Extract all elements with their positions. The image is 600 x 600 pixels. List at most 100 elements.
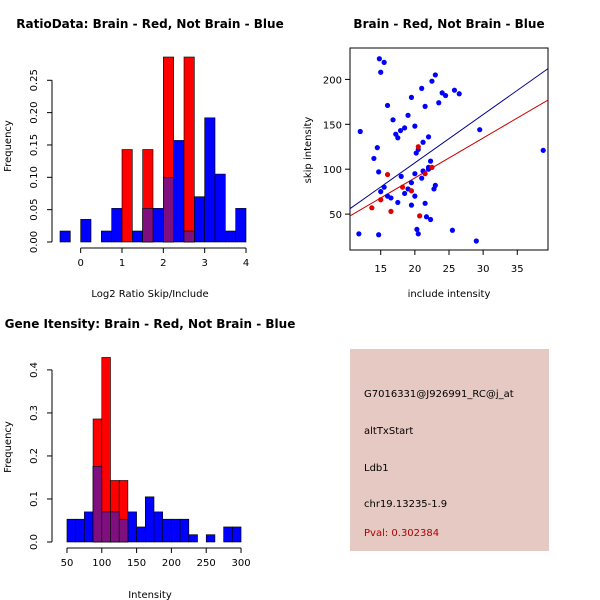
gene-blue-bar [153,511,164,543]
scatter-point-not-brain [378,189,384,195]
scatter-point-not-brain [395,135,401,141]
scatter-point-not-brain [412,171,418,177]
gene-x-tick-label: 150 [127,558,146,569]
scatter-points [356,56,546,244]
ratio-y-tick-label: 0.25 [29,69,40,91]
scatter-point-not-brain [381,184,387,190]
gene-histogram-ylabel: Frequency [3,421,14,473]
scatter-x-tick-label: 25 [443,264,456,275]
ratio-y-tick-label: 0.00 [29,231,40,253]
scatter-x-tick-label: 15 [374,264,387,275]
ratio-blue-bar [173,140,185,243]
gene-blue-bar [127,511,137,543]
scatter-x-tick-label: 20 [408,264,421,275]
scatter-fit-line [349,99,549,217]
scatter-y-tick-label: 150 [323,120,342,131]
gene-blue-bar [223,526,233,543]
scatter-point-not-brain [398,173,404,179]
scatter-point-not-brain [405,112,411,118]
scatter-point-not-brain [442,92,449,99]
ratio-histogram-axes: 0 1 2 3 4 0.00 0.05 0.10 0.15 0.20 0.25 [29,69,249,269]
ratio-histogram-bars [59,56,247,243]
scatter-point-not-brain [413,150,419,156]
ratio-x-tick-label: 4 [243,258,249,269]
scatter-point-brain [399,184,406,190]
ratio-y-tick-label: 0.10 [29,166,40,188]
scatter-point-brain [417,213,423,219]
scatter-point-not-brain [422,200,428,206]
scatter-point-not-brain [423,214,430,220]
ratio-overlap-bar [183,230,195,243]
scatter-x-tick-label: 30 [477,264,490,275]
scatter-point-not-brain [429,78,435,84]
scatter-point-not-brain [384,102,391,109]
ratio-blue-bar [204,117,216,243]
scatter-point-not-brain [419,175,425,181]
info-pval: Pval: 0.302384 [364,528,439,539]
gene-x-tick-label: 250 [197,558,216,569]
ratio-histogram: RatioData: Brain - Red, Not Brain - Blue… [3,17,284,300]
scatter-point-not-brain [408,180,415,186]
gene-blue-bar [66,518,76,543]
ratio-blue-bar [194,196,205,243]
gene-blue-bar [171,518,181,543]
scatter-point-not-brain [451,87,458,93]
ratio-histogram-ylabel: Frequency [3,120,14,172]
scatter-point-not-brain [414,226,420,232]
scatter-xlabel: include intensity [408,289,491,300]
scatter-point-not-brain [419,85,425,91]
scatter-point-brain [388,208,394,214]
ratio-overlap-bar [163,177,174,243]
gene-overlap-bar [110,511,120,543]
info-gene: Ldb1 [364,463,389,474]
ratio-y-tick-label: 0.20 [29,101,40,123]
ratio-y-tick-label: 0.15 [29,134,40,156]
gene-blue-bar [179,518,190,543]
ratio-red-bar [121,149,133,243]
ratio-blue-bar [132,230,143,243]
scatter-point-not-brain [425,134,432,140]
info-panel-background [350,349,549,551]
scatter-point-not-brain [427,216,434,223]
scatter-point-brain [369,205,375,211]
gene-blue-bar [75,518,85,543]
gene-histogram-title: Gene Itensity: Brain - Red, Not Brain - … [5,317,296,331]
ratio-y-tick-label: 0.05 [29,199,40,221]
gene-y-tick-label: 0.0 [29,534,40,550]
gene-y-tick-label: 0.2 [29,448,40,464]
ratio-blue-bar [225,230,236,243]
scatter-point-not-brain [540,147,546,153]
ratio-blue-bar [59,230,71,243]
scatter-fit-line [349,68,549,210]
scatter-point-not-brain [356,231,362,237]
gene-blue-bar [188,534,198,543]
scatter-point-not-brain [371,155,377,162]
scatter-point-brain [415,144,421,150]
scatter-point-not-brain [388,195,394,201]
scatter-y-tick-label: 200 [323,75,342,86]
scatter-point-not-brain [436,100,442,106]
ratio-blue-bar [80,219,92,243]
scatter-point-not-brain [427,158,434,164]
scatter-x-tick-label: 35 [511,264,524,275]
ratio-x-tick-label: 2 [160,258,166,269]
scatter-point-brain [384,171,391,178]
ratio-blue-bar [111,208,123,243]
scatter-point-not-brain [402,125,408,131]
scatter-point-not-brain [449,227,456,233]
ratio-blue-bar [101,230,112,243]
ratio-blue-bar [235,208,247,243]
intensity-scatter: Brain - Red, Not Brain - Blue include in… [303,17,549,300]
scatter-point-not-brain [456,91,462,97]
scatter-point-not-brain [376,169,382,175]
gene-histogram-xlabel: Intensity [128,590,172,600]
scatter-point-not-brain [415,231,421,237]
gene-blue-bar [136,526,146,543]
scatter-point-not-brain [477,127,483,133]
scatter-point-not-brain [422,103,428,109]
scatter-point-not-brain [432,182,438,188]
scatter-axes: 15 20 25 30 35 50 100 150 200 [323,75,524,275]
gene-blue-bar [144,496,155,543]
scatter-y-tick-label: 50 [329,210,342,221]
